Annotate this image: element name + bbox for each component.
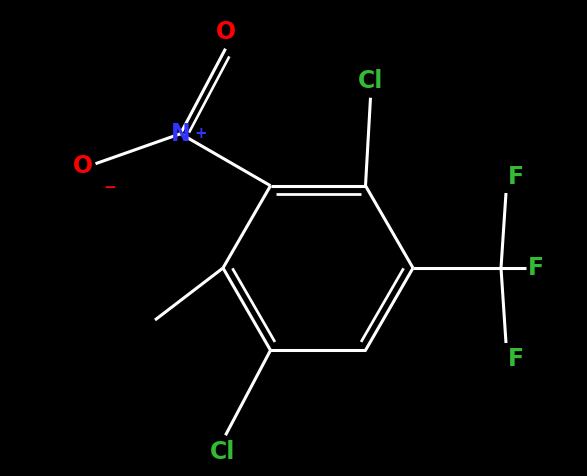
Text: N: N: [171, 122, 190, 146]
Text: +: +: [194, 126, 207, 141]
Text: F: F: [508, 165, 524, 189]
Text: −: −: [103, 180, 116, 195]
Text: F: F: [508, 347, 524, 371]
Text: F: F: [528, 256, 544, 280]
Text: O: O: [215, 20, 235, 44]
Text: Cl: Cl: [210, 440, 235, 464]
Text: Cl: Cl: [358, 69, 383, 93]
Text: O: O: [72, 154, 93, 178]
